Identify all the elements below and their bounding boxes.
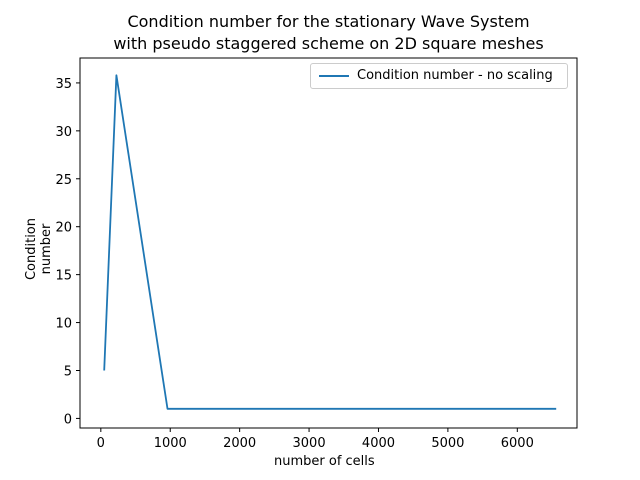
legend-label: Condition number - no scaling (357, 68, 553, 83)
x-tick-label: 1000 (154, 436, 187, 451)
y-tick-label: 25 (55, 173, 72, 188)
chart-title-line-1: Condition number for the stationary Wave… (127, 12, 530, 31)
y-tick-label: 0 (64, 412, 72, 427)
chart-title-line-2: with pseudo staggered scheme on 2D squar… (113, 34, 544, 53)
x-tick-label: 4000 (362, 436, 395, 451)
legend-swatch (319, 75, 349, 77)
y-tick-label: 15 (55, 269, 72, 284)
y-tick-label: 5 (64, 364, 72, 379)
y-axis-label: Condition number (24, 217, 54, 281)
series-line (103, 74, 557, 410)
y-tick-label: 30 (55, 125, 72, 140)
legend: Condition number - no scaling (310, 63, 568, 89)
x-tick-label: 2000 (223, 436, 256, 451)
x-tick-label: 3000 (293, 436, 326, 451)
x-tick-label: 6000 (501, 436, 534, 451)
x-axis-label: number of cells (274, 454, 375, 469)
plot-frame (79, 57, 578, 429)
y-tick-label: 35 (55, 77, 72, 92)
x-tick-label: 5000 (431, 436, 464, 451)
y-tick-label: 10 (55, 317, 72, 332)
x-tick-label: 0 (97, 436, 105, 451)
y-tick-label: 20 (55, 221, 72, 236)
